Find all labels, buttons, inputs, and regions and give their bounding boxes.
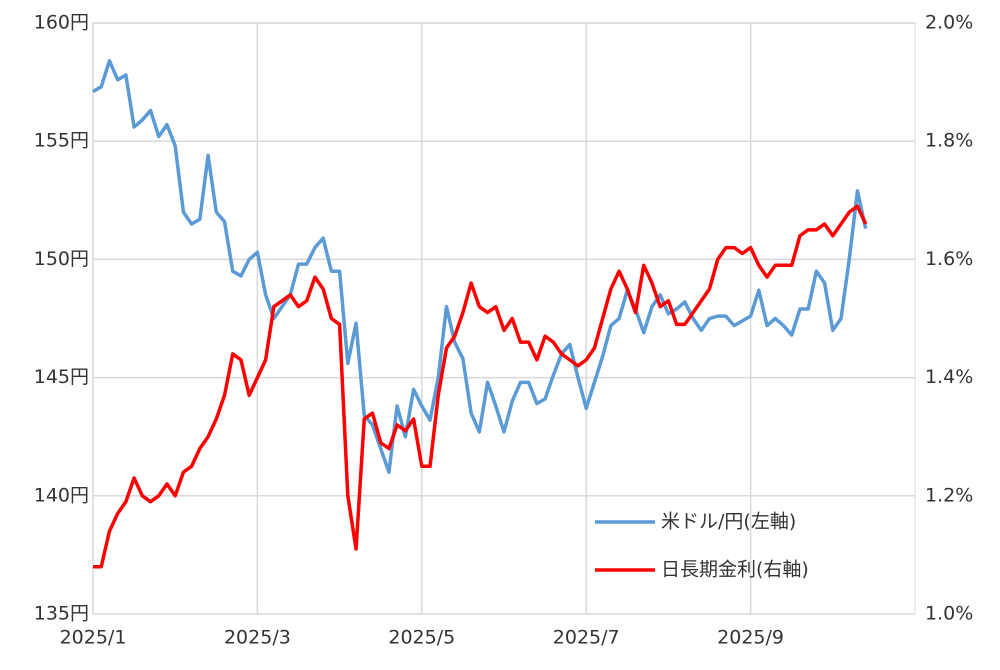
x-tick-label: 2025/3 (224, 627, 291, 649)
y2-tick-label: 1.0% (925, 603, 973, 625)
y2-tick-label: 2.0% (925, 12, 973, 34)
y-tick-label: 135円 (34, 603, 89, 625)
y2-tick-label: 1.4% (925, 366, 973, 388)
y-tick-label: 145円 (34, 366, 89, 388)
legend-label: 米ドル/円(左軸) (661, 511, 796, 533)
x-tick-label: 2025/7 (553, 627, 620, 649)
y-tick-label: 140円 (34, 484, 89, 506)
y2-tick-label: 1.6% (925, 248, 973, 270)
y2-tick-label: 1.2% (925, 484, 973, 506)
y-tick-label: 155円 (34, 130, 89, 152)
x-tick-label: 2025/9 (717, 627, 784, 649)
y-tick-label: 150円 (34, 248, 89, 270)
y2-tick-label: 1.8% (925, 130, 973, 152)
series-line (93, 204, 868, 569)
x-tick-label: 2025/5 (388, 627, 455, 649)
y-tick-label: 160円 (34, 12, 89, 34)
legend-label: 日長期金利(右軸) (661, 559, 809, 581)
x-tick-label: 2025/1 (60, 627, 127, 649)
series-line (92, 59, 868, 474)
